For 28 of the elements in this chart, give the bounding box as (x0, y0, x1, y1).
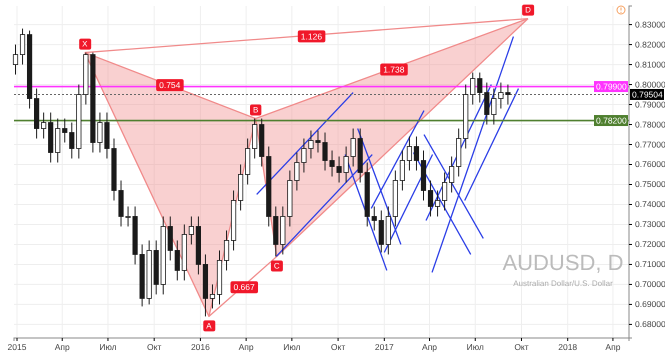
x-tick-label: Окт (147, 342, 162, 352)
x-tick-label: Окт (330, 342, 346, 352)
x-tick-label: 2015 (8, 342, 27, 352)
ref-line-label: 0.79900 (596, 82, 627, 92)
x-tick-label: Июл (283, 342, 301, 352)
text: AUDUSD, D (502, 250, 624, 275)
x-tick-label: 2016 (190, 342, 210, 352)
x-tick-label: Апр (54, 342, 70, 352)
annotation: 1.738 (383, 64, 405, 75)
annotation: 0.754 (159, 80, 181, 90)
annotation: 1.126 (300, 31, 322, 42)
annotation: B (253, 106, 258, 115)
x-tick-label: Апр (605, 342, 621, 352)
x-tick-label: Июл (99, 342, 117, 352)
annotation: A (206, 321, 212, 330)
annotation: C (274, 261, 280, 270)
x-tick-label: 2017 (374, 342, 394, 352)
x-tick-label: Апр (422, 342, 438, 352)
x-tick-label: Апр (238, 342, 254, 352)
text: Australian Dollar/U.S. Dollar (513, 279, 614, 288)
ref-line-label: 0.79504 (632, 89, 663, 100)
x-tick-label: Окт (514, 342, 529, 352)
annotation: D (525, 6, 532, 15)
annotation: X (82, 40, 88, 49)
x-tick-label: Июл (466, 342, 484, 352)
x-tick-label: 2018 (558, 342, 578, 352)
annotation: 0.667 (233, 282, 256, 292)
ref-line-label: 0.78200 (596, 116, 627, 126)
